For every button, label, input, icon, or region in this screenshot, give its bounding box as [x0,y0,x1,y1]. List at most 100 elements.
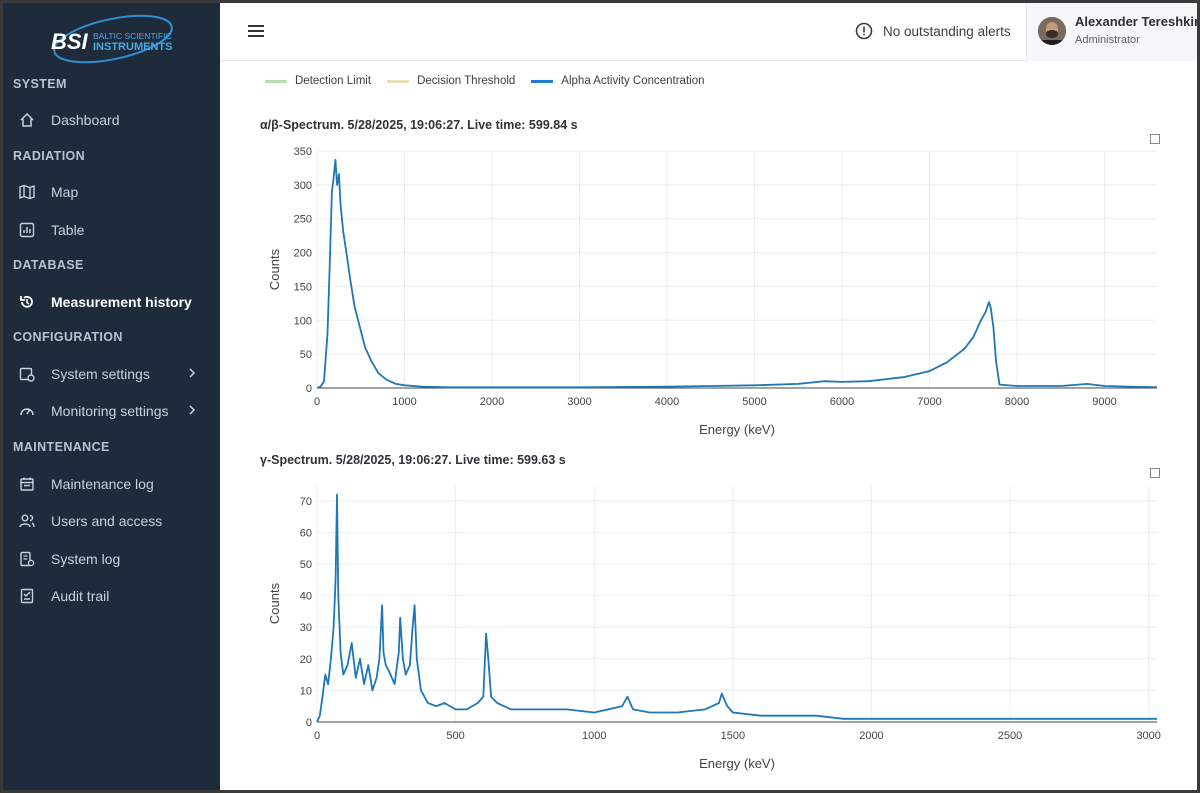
sidebar-item-label: Audit trail [51,588,110,604]
legend-swatch [387,79,410,83]
sidebar-item-label: Users and access [51,513,163,529]
x-tick-label: 2000 [480,396,504,408]
y-tick-label: 40 [300,591,312,603]
sidebar-item-users-and-access[interactable]: Users and access [3,505,220,537]
sidebar-item-maintenance-log[interactable]: Maintenance log [3,468,220,500]
x-tick-label: 9000 [1092,396,1116,408]
bsi-logo[interactable]: BSI BALTIC SCIENTIFIC INSTRUMENTS [47,11,177,67]
x-tick-label: 2500 [998,730,1022,742]
y-tick-label: 30 [300,622,312,634]
legend-item-2[interactable]: Alpha Activity Concentration [531,75,705,87]
legend-item-1[interactable]: Decision Threshold [387,75,515,87]
alpha-beta-spectrum-chart: 0 1000 2000 3000 4000 5000 6000 7000 8000 9000 0 50… [267,146,1158,437]
sidebar: BSI BALTIC SCIENTIFIC INSTRUMENTS SYSTEM… [3,3,220,790]
x-tick-label: 2000 [859,730,883,742]
main-content: Detection Limit Decision Threshold Alpha A… [220,61,1197,790]
legend-label: Decision Threshold [417,75,516,87]
sidebar-item-audit-trail[interactable]: Audit trail [3,580,220,612]
sidebar-item-label: Map [51,184,79,200]
y-tick-label: 350 [294,146,312,158]
app-window: BSI BALTIC SCIENTIFIC INSTRUMENTS SYSTEM… [3,3,1197,790]
history-icon [20,295,33,308]
sidebar-item-label: System log [51,551,121,567]
users-icon [19,514,35,528]
spectrum-series-line [316,158,1158,389]
x-tick-label: 0 [314,396,320,408]
calendar-icon [20,477,34,491]
svg-text:INSTRUMENTS: INSTRUMENTS [93,41,172,53]
sidebar-item-label: System settings [51,366,150,382]
legend-label: Alpha Activity Concentration [561,75,705,87]
sidebar-item-monitoring-settings[interactable]: Monitoring settings [3,395,220,427]
sidebar-section-maintenance: MAINTENANCE [13,440,110,454]
x-tick-label: 8000 [1005,396,1029,408]
sidebar-item-label: Monitoring settings [51,403,169,419]
sidebar-item-measurement-history[interactable]: Measurement history [3,286,220,318]
chart-table-icon [19,222,35,238]
chart-legend: Detection Limit Decision Threshold Alpha A… [265,75,721,87]
home-icon [20,112,34,127]
x-axis-label: Energy (keV) [699,756,775,771]
sidebar-item-table[interactable]: Table [3,214,220,246]
alert-circle-icon [855,22,873,40]
sidebar-item-system-settings[interactable]: System settings [3,358,220,390]
x-tick-label: 1500 [721,730,745,742]
sidebar-item-map[interactable]: Map [3,176,220,208]
x-tick-label: 4000 [655,396,679,408]
sidebar-item-dashboard[interactable]: Dashboard [3,104,220,136]
audit-icon [20,588,34,604]
y-tick-label: 50 [300,559,312,571]
legend-label: Detection Limit [295,75,372,87]
alert-text: No outstanding alerts [883,23,1011,39]
sidebar-item-label: Dashboard [51,112,120,128]
y-axis-label: Counts [267,582,282,624]
x-tick-label: 3000 [1136,730,1160,742]
hamburger-menu-icon[interactable] [246,21,266,41]
chart-menu-icon[interactable] [1150,134,1160,144]
y-tick-label: 50 [300,349,312,361]
alpha-beta-chart-title: α/β-Spectrum. 5/28/2025, 19:06:27. Live … [260,118,578,132]
x-tick-label: 6000 [830,396,854,408]
y-tick-label: 150 [294,281,312,293]
svg-text:BSI: BSI [51,29,89,54]
user-role: Administrator [1075,34,1140,46]
x-tick-label: 0 [314,730,320,742]
y-tick-label: 200 [294,248,312,260]
alerts-indicator[interactable]: No outstanding alerts [855,20,1011,42]
x-tick-label: 1000 [392,396,416,408]
sidebar-item-system-log[interactable]: System log [3,543,220,575]
gamma-chart-title: γ-Spectrum. 5/28/2025, 19:06:27. Live ti… [260,453,566,467]
avatar [1038,17,1066,45]
legend-item-0[interactable]: Detection Limit [265,75,371,87]
user-name: Alexander Tereshkin [1075,14,1197,29]
y-tick-label: 100 [294,315,312,327]
user-menu[interactable]: Alexander Tereshkin Administrator [1026,3,1197,61]
sidebar-section-configuration: CONFIGURATION [13,330,123,344]
sidebar-section-system: SYSTEM [13,77,67,91]
chart-menu-icon[interactable] [1150,468,1160,478]
y-tick-label: 70 [300,496,312,508]
x-axis-label: Energy (keV) [699,422,775,437]
y-tick-label: 0 [306,383,312,395]
settings-icon [19,367,35,382]
y-tick-label: 0 [306,717,312,729]
x-tick-label: 1000 [582,730,606,742]
x-tick-label: 500 [446,730,464,742]
sidebar-item-label: Maintenance log [51,476,154,492]
sidebar-item-label: Table [51,222,85,238]
svg-text:BALTIC SCIENTIFIC: BALTIC SCIENTIFIC [93,31,172,41]
y-tick-label: 300 [294,180,312,192]
y-tick-label: 250 [294,214,312,226]
legend-swatch [531,79,554,83]
legend-swatch [265,79,287,83]
gauge-icon [20,408,34,416]
sidebar-item-label: Measurement history [51,294,192,310]
x-tick-label: 7000 [917,396,941,408]
y-tick-label: 60 [300,527,312,539]
map-icon [19,184,35,200]
sidebar-section-database: DATABASE [13,258,84,272]
chevron-right-icon [189,368,196,378]
sidebar-section-radiation: RADIATION [13,149,86,163]
x-tick-label: 5000 [742,396,766,408]
chevron-right-icon [189,405,196,415]
